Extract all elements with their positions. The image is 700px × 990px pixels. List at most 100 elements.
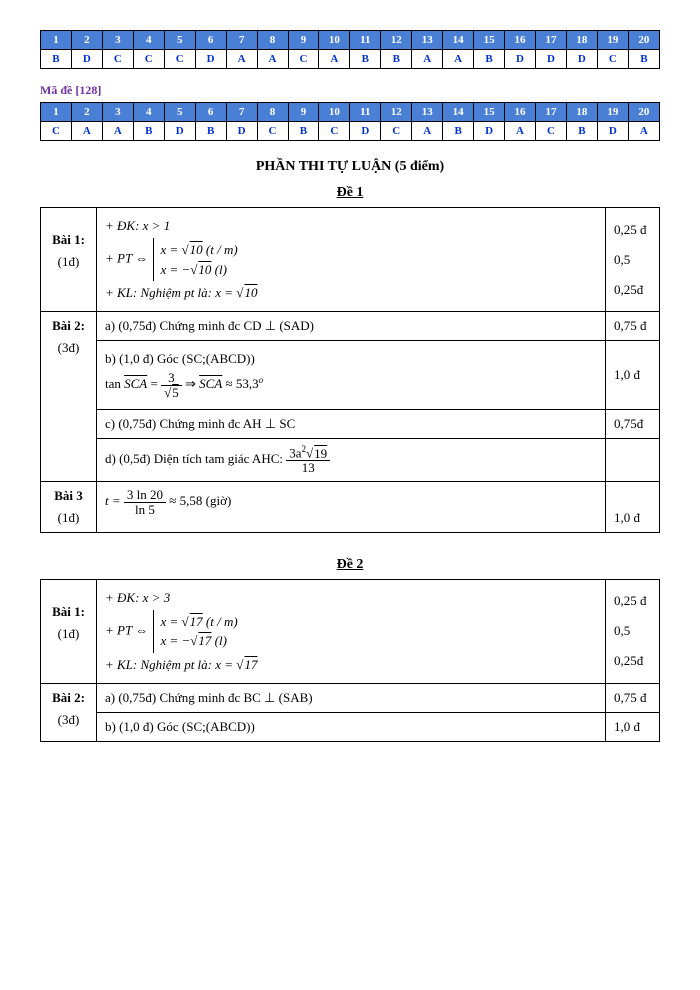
answer-cell: D	[536, 50, 567, 69]
answer-cell: A	[226, 50, 257, 69]
header-cell: 11	[350, 31, 381, 50]
header-cell: 8	[257, 31, 288, 50]
de2-b1-sub: (1đ)	[49, 626, 88, 642]
answer-cell: B	[195, 122, 226, 141]
de1-b2d-pts	[606, 439, 660, 482]
answer-cell: B	[381, 50, 412, 69]
answer-cell: C	[597, 50, 628, 69]
answer-cell: B	[474, 50, 505, 69]
answer-table-1-answer-row: BDCCCDAACABBAABDDDCB	[41, 50, 660, 69]
answer-cell: C	[257, 122, 288, 141]
header-cell: 8	[257, 103, 288, 122]
answer-cell: C	[288, 50, 319, 69]
header-cell: 5	[164, 31, 195, 50]
answer-cell: D	[195, 50, 226, 69]
answer-cell: D	[226, 122, 257, 141]
answer-table-2: 1234567891011121314151617181920 CAABDBDC…	[40, 102, 660, 141]
answer-cell: B	[288, 122, 319, 141]
de1-b3-frac: 3 ln 20 ln 5	[124, 488, 166, 516]
header-cell: 17	[536, 31, 567, 50]
answer-cell: A	[319, 50, 350, 69]
de1-b2d-frac: 3a2√19 13	[286, 445, 330, 475]
answer-cell: B	[566, 122, 597, 141]
de1-b2b-content: b) (1,0 đ) Góc (SC;(ABCD)) tan SCA = 3 √…	[97, 341, 606, 410]
header-cell: 10	[319, 31, 350, 50]
answer-cell: D	[350, 122, 381, 141]
header-cell: 14	[443, 103, 474, 122]
answer-cell: D	[71, 50, 102, 69]
de1-b2c-content: c) (0,75đ) Chứng minh đc AH ⊥ SC	[97, 410, 606, 439]
header-cell: 9	[288, 31, 319, 50]
answer-table-2-header-row: 1234567891011121314151617181920	[41, 103, 660, 122]
answer-cell: C	[133, 50, 164, 69]
answer-cell: A	[628, 122, 659, 141]
header-cell: 12	[381, 103, 412, 122]
header-cell: 1	[41, 103, 72, 122]
de1-b2a-content: a) (0,75đ) Chứng minh đc CD ⊥ (SAD)	[97, 312, 606, 341]
de1-b2-label-cell: Bài 2: (3đ)	[41, 312, 97, 482]
de2-b1-kl: + KL: Nghiệm pt là: x = √17	[105, 657, 597, 673]
de2-b1-content: + ĐK: x > 3 + PT ⇔ x = √17 (t / m) x = −…	[97, 579, 606, 683]
header-cell: 3	[102, 103, 133, 122]
header-cell: 6	[195, 103, 226, 122]
de1-b1-dk: + ĐK: x > 1	[105, 218, 597, 234]
de1-b1-pt: + PT ⇔ x = √10 (t / m) x = −√10 (l)	[105, 238, 597, 281]
header-cell: 13	[412, 103, 443, 122]
answer-cell: A	[505, 122, 536, 141]
de2-b1-label-cell: Bài 1: (1đ)	[41, 579, 97, 683]
answer-cell: D	[566, 50, 597, 69]
header-cell: 20	[628, 103, 659, 122]
de1-b1-kl: + KL: Nghiệm pt là: x = √10	[105, 285, 597, 301]
header-cell: 4	[133, 103, 164, 122]
answer-cell: C	[381, 122, 412, 141]
answer-cell: A	[257, 50, 288, 69]
de2-b2b-content: b) (1,0 đ) Góc (SC;(ABCD))	[97, 712, 606, 741]
answer-cell: D	[505, 50, 536, 69]
header-cell: 7	[226, 31, 257, 50]
header-cell: 17	[536, 103, 567, 122]
de2-b2-sub: (3đ)	[49, 712, 88, 728]
de1-b1-pts: 0,25 đ 0,5 0,25đ	[606, 208, 660, 312]
header-cell: 16	[505, 31, 536, 50]
de1-b2b-eqn: tan SCA = 3 √5 ⇒ SCA ≈ 53,3o	[105, 371, 597, 399]
header-cell: 7	[226, 103, 257, 122]
header-cell: 19	[597, 31, 628, 50]
answer-cell: D	[474, 122, 505, 141]
de1-b2a-pts: 0,75 đ	[606, 312, 660, 341]
de1-b3-content: t = 3 ln 20 ln 5 ≈ 5,58 (giờ)	[97, 481, 606, 532]
header-cell: 16	[505, 103, 536, 122]
header-cell: 2	[71, 103, 102, 122]
header-cell: 2	[71, 31, 102, 50]
de1-b3-pts: 1,0 đ	[606, 481, 660, 532]
answer-cell: D	[164, 122, 195, 141]
de1-b2b-frac: 3 √5	[161, 371, 182, 399]
section-title: PHẦN THI TỰ LUẬN (5 điểm)	[40, 159, 660, 175]
de1-b2-label: Bài 2:	[49, 318, 88, 334]
de2-b2b-pts: 1,0 đ	[606, 712, 660, 741]
de1-b1-bracket: x = √10 (t / m) x = −√10 (l)	[153, 238, 241, 281]
header-cell: 18	[566, 103, 597, 122]
answer-cell: A	[102, 122, 133, 141]
header-cell: 6	[195, 31, 226, 50]
answer-cell: B	[41, 50, 72, 69]
de1-b2b-pts: 1,0 đ	[606, 341, 660, 410]
header-cell: 5	[164, 103, 195, 122]
header-cell: 15	[474, 31, 505, 50]
de1-solution-table: Bài 1: (1đ) + ĐK: x > 1 + PT ⇔ x = √10 (…	[40, 207, 660, 533]
de1-b2d-content: d) (0,5đ) Diện tích tam giác AHC: 3a2√19…	[97, 439, 606, 482]
answer-table-1: 1234567891011121314151617181920 BDCCCDAA…	[40, 30, 660, 69]
header-cell: 9	[288, 103, 319, 122]
de1-b3-label: Bài 3	[49, 488, 88, 504]
de1-b2-sub: (3đ)	[49, 340, 88, 356]
answer-cell: B	[350, 50, 381, 69]
de2-solution-table: Bài 1: (1đ) + ĐK: x > 3 + PT ⇔ x = √17 (…	[40, 579, 660, 742]
de2-b1-pts: 0,25 đ 0,5 0,25đ	[606, 579, 660, 683]
de2-title: Đề 2	[40, 557, 660, 573]
de1-title: Đề 1	[40, 185, 660, 201]
de1-b1-label: Bài 1:	[49, 232, 88, 248]
answer-cell: A	[71, 122, 102, 141]
de1-b1-content: + ĐK: x > 1 + PT ⇔ x = √10 (t / m) x = −…	[97, 208, 606, 312]
header-cell: 4	[133, 31, 164, 50]
answer-cell: B	[133, 122, 164, 141]
de2-b1-bracket: x = √17 (t / m) x = −√17 (l)	[153, 610, 241, 653]
